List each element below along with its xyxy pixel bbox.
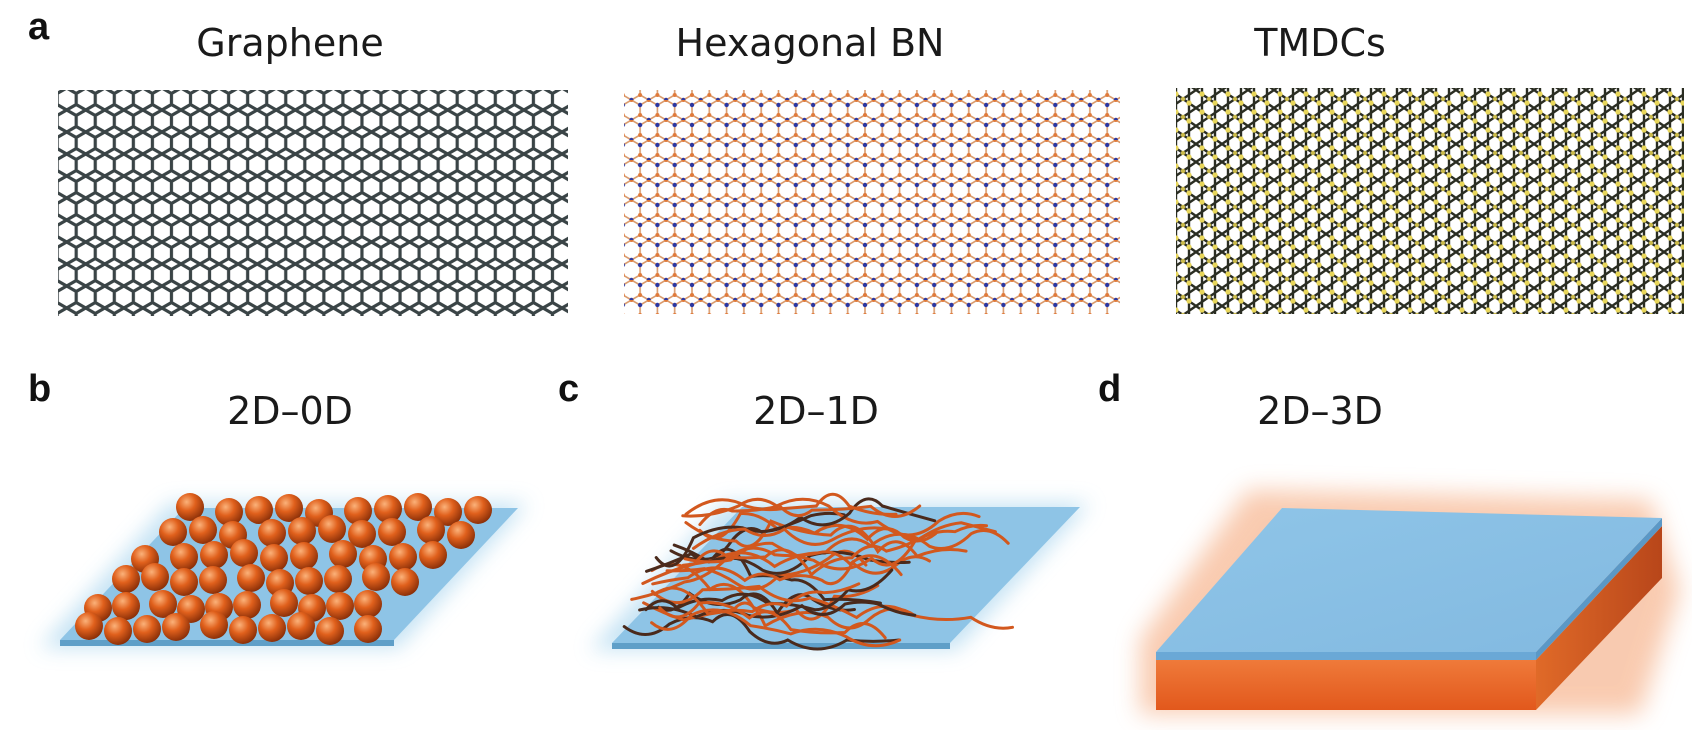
nanoparticle <box>260 544 288 572</box>
panel-letter-c: c <box>558 368 580 410</box>
nanoparticle <box>200 541 228 569</box>
nanoparticle <box>295 567 323 595</box>
nanoparticle <box>189 516 217 544</box>
nanoparticle <box>258 519 286 547</box>
nanoparticle <box>318 515 346 543</box>
title-graphene: Graphene <box>196 21 384 65</box>
nanoparticle <box>354 590 382 618</box>
nanoparticle <box>237 564 265 592</box>
nanoparticle <box>404 493 432 521</box>
title-hexagonal-bn: Hexagonal BN <box>675 21 945 65</box>
title-2d-0d: 2D–0D <box>227 389 353 433</box>
nanoparticle <box>374 495 402 523</box>
bulk-slab-icon <box>1140 490 1680 714</box>
nanowire <box>622 612 901 651</box>
nanoparticle <box>112 592 140 620</box>
nanoparticle <box>288 517 316 545</box>
nanoparticle <box>245 496 273 524</box>
nanowire <box>698 504 922 527</box>
nanoparticle <box>434 498 462 526</box>
nanoparticle <box>176 493 204 521</box>
nanoparticle <box>464 496 492 524</box>
nanowire <box>692 511 981 550</box>
nanoparticle <box>344 497 372 525</box>
nanoparticle <box>324 565 352 593</box>
hbn-lattice-icon <box>624 90 1120 314</box>
nanoparticle <box>230 539 258 567</box>
nanoparticle <box>391 568 419 596</box>
nanoparticle <box>270 589 298 617</box>
nanowire <box>658 601 887 640</box>
wire-group <box>622 492 1014 651</box>
nanowire <box>652 582 861 616</box>
nanowire <box>651 555 931 586</box>
nanoparticle <box>199 566 227 594</box>
nanoparticle <box>159 518 187 546</box>
nanoparticle <box>104 617 132 645</box>
nanoparticle <box>170 568 198 596</box>
nanowire <box>654 497 937 568</box>
nanoparticle <box>378 518 406 546</box>
nanoparticle <box>329 540 357 568</box>
nanoparticle <box>316 617 344 645</box>
nanoparticle <box>326 592 354 620</box>
nanowire <box>638 600 917 619</box>
title-2d-1d: 2D–1D <box>753 389 879 433</box>
nanoparticle <box>275 494 303 522</box>
panel-letter-b: b <box>28 368 52 410</box>
title-tmdcs: TMDCs <box>1254 21 1386 65</box>
nanoparticle <box>229 616 257 644</box>
nanoparticle <box>215 498 243 526</box>
graphene-lattice-icon <box>58 90 568 316</box>
nanoparticle <box>233 591 261 619</box>
nanowire <box>650 608 902 648</box>
nanoparticle <box>417 516 445 544</box>
nanoparticle <box>348 520 376 548</box>
nanoparticle <box>447 521 475 549</box>
nanoparticle <box>290 542 318 570</box>
nanoparticle <box>419 541 447 569</box>
nanoparticle <box>362 563 390 591</box>
nanoparticle <box>162 613 190 641</box>
nanoparticle <box>141 563 169 591</box>
nanoparticle-layer-icon <box>40 493 528 648</box>
nanowire <box>630 546 903 601</box>
nanoparticle <box>258 614 286 642</box>
nanoparticle <box>112 565 140 593</box>
sphere-group <box>75 493 492 645</box>
nanoparticle <box>200 611 228 639</box>
nanoparticle <box>75 612 103 640</box>
nanowire <box>641 533 928 585</box>
panel-letter-a: a <box>28 6 50 48</box>
tmdc-lattice-icon <box>1176 88 1684 314</box>
nanowire <box>684 519 968 559</box>
nanoparticle <box>389 543 417 571</box>
nanoparticle <box>354 615 382 643</box>
nanoparticle <box>149 590 177 618</box>
nanoparticle <box>170 543 198 571</box>
title-2d-3d: 2D–3D <box>1257 389 1383 433</box>
nanoparticle <box>287 612 315 640</box>
panel-letter-d: d <box>1098 368 1122 410</box>
nanowire <box>681 528 1010 569</box>
nanowire-layer-icon <box>590 492 1090 651</box>
nanoparticle <box>133 615 161 643</box>
nanowire <box>650 584 1014 630</box>
